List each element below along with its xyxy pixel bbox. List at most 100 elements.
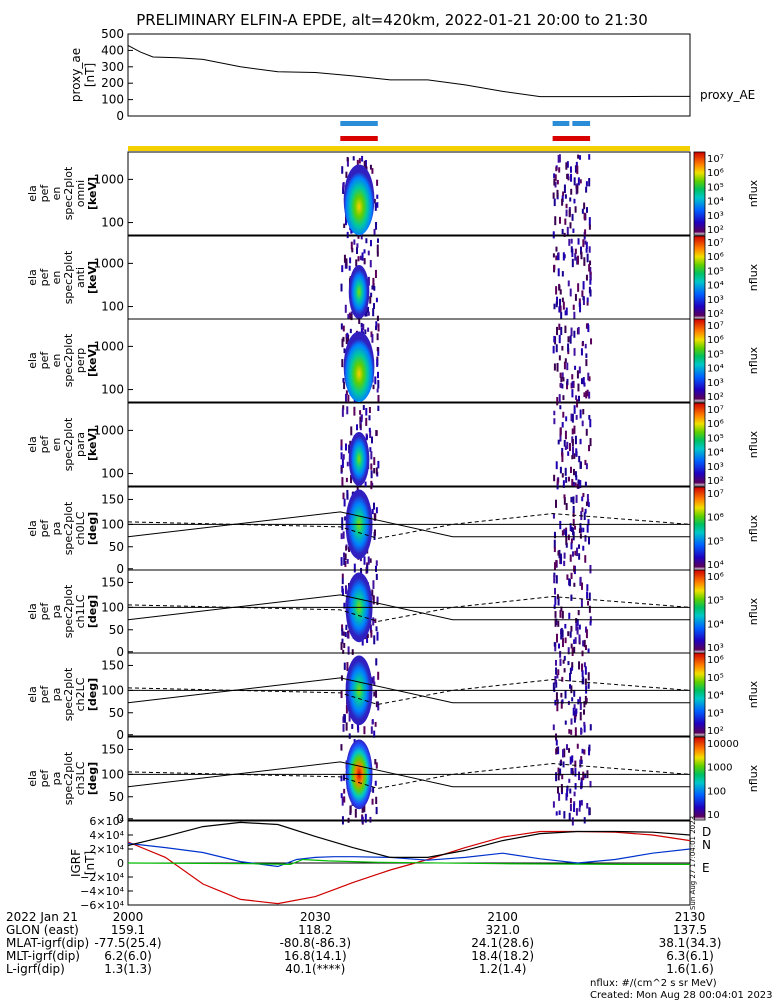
spectrum-pixel	[568, 778, 571, 783]
spectrum-pixel	[569, 197, 572, 202]
spectrum-pixel	[585, 685, 588, 694]
spectrum-pixel	[573, 198, 576, 204]
plot-title: PRELIMINARY ELFIN-A EPDE, alt=420km, 202…	[136, 11, 648, 29]
spectrum-pixel	[369, 447, 372, 452]
spectrum-pixel	[570, 594, 573, 601]
spectrum-pixel	[341, 166, 344, 174]
orbit-label-table: 2022 Jan 21 2000 2030 2100 2130 GLON (east) 15…	[6, 910, 721, 976]
spectrum-pixel	[555, 633, 558, 643]
spectrum-pixel	[360, 328, 363, 336]
spectrum-pixel	[572, 496, 575, 505]
spectrum-pixel	[564, 623, 567, 629]
spectrum-pixel	[375, 507, 378, 514]
spectrum-pixel	[579, 480, 582, 489]
spectrum-pixel	[554, 611, 557, 618]
spectrum-pixel	[575, 494, 578, 503]
spectrum-pixel	[340, 452, 343, 460]
spectrum-pixel	[588, 246, 591, 253]
spectrum-pixel	[377, 347, 380, 356]
spectrum-pixel	[573, 425, 576, 434]
spectrum-pixel	[557, 268, 560, 277]
spectrum-pixel	[588, 744, 591, 752]
spectrum-pixel	[556, 255, 559, 260]
table-cell: 6.3(6.1)	[666, 949, 714, 963]
panel-ylabel: ch0LC	[74, 511, 87, 545]
spectrum-pixel	[588, 415, 591, 420]
spectrum-pixel	[563, 748, 566, 758]
spectrum-pixel	[557, 767, 560, 773]
spectrum-pixel	[561, 699, 564, 704]
spectrum-pixel	[351, 724, 354, 729]
spectrum-pixel	[559, 427, 562, 435]
spectrum-pixel	[353, 563, 356, 573]
spectrum-pixel	[578, 800, 581, 808]
spectrum-pixel	[574, 293, 577, 301]
spectrum-pixel	[369, 260, 372, 268]
spectrum-pixel	[573, 646, 576, 653]
igrf-tick-label: 0	[117, 857, 124, 870]
spectrum-pixel	[559, 553, 562, 562]
spectrum-pixel	[570, 382, 573, 389]
spectrum-pixel	[552, 231, 555, 239]
spectrum-pixel	[561, 372, 564, 379]
spectrum-pixel	[579, 461, 582, 469]
spectrum-pixel	[371, 798, 374, 805]
spectrum-pixel	[575, 448, 578, 456]
spectrum-pixel	[589, 274, 592, 279]
igrf-series-e	[127, 858, 690, 866]
spectrum-pixel	[578, 553, 581, 560]
spectrum-pixel	[569, 631, 572, 638]
spectrum-pixel	[371, 508, 374, 515]
spectrum-pixel	[347, 394, 350, 403]
spectrum-pixel	[558, 216, 561, 224]
spectrum-pixel	[588, 746, 591, 756]
panel-ylabel: spec2plot	[62, 667, 75, 721]
colorbar-tick-label: 10⁴	[707, 560, 724, 571]
spectrum-pixel	[563, 811, 566, 819]
spectrum-pixel	[580, 759, 583, 764]
ae-legend: proxy_AE	[700, 88, 755, 102]
panel-ylabel: ela	[26, 686, 39, 703]
colorbar	[693, 151, 706, 236]
spectrum-pixel	[587, 502, 590, 508]
spectrum-pixel	[343, 773, 346, 781]
spectrum-pixel	[340, 744, 343, 751]
panel-ylabel: ela	[26, 185, 39, 202]
spectrum-pixel	[375, 430, 378, 437]
spectrum-pixel	[555, 461, 558, 470]
spectrum-pixel	[361, 155, 364, 162]
spectrum-pixel	[361, 636, 364, 646]
spectrum-pixel	[553, 173, 556, 178]
spectrum-pixel	[570, 729, 573, 735]
spectrum-pixel	[553, 363, 556, 371]
panel-ylabel: ela	[26, 269, 39, 286]
spectrum-pixel	[377, 703, 380, 711]
colorbar-tick-label: 10⁴	[707, 691, 724, 702]
spectrum-pixel	[573, 718, 576, 723]
spectrum-pixel	[343, 796, 346, 803]
igrf-ylabel: IGRF	[69, 849, 83, 877]
spectrum-pixel	[374, 376, 377, 385]
flux-blob	[348, 432, 370, 486]
y-tick-label: 1000	[93, 172, 124, 186]
spectrum-pixel	[589, 724, 592, 731]
spectrum-pixel	[570, 173, 573, 182]
spectrum-pixel	[350, 229, 353, 234]
spectrum-pixel	[564, 310, 567, 316]
colorbar-tick-label: 10²	[707, 726, 724, 737]
spectrum-pixel	[371, 285, 374, 290]
loss-cone-line	[127, 761, 690, 788]
spectrum-pixel	[567, 280, 570, 287]
spectrum-pixel	[587, 683, 590, 689]
spectrum-pixel	[574, 471, 577, 478]
spectrum-pixel	[589, 780, 592, 788]
spectrum-pixel	[343, 602, 346, 609]
spectrum-pixel	[363, 258, 366, 265]
igrf-tick-label: −4×10⁴	[80, 885, 124, 898]
spectrum-pixel	[341, 338, 344, 348]
igrf-tick-label: 6×10⁴	[89, 815, 124, 828]
spectrum-pixel	[341, 459, 344, 469]
spectrum-pixel	[570, 572, 573, 579]
spectrum-pixel	[344, 216, 347, 226]
spectrum-pixel	[556, 674, 559, 679]
